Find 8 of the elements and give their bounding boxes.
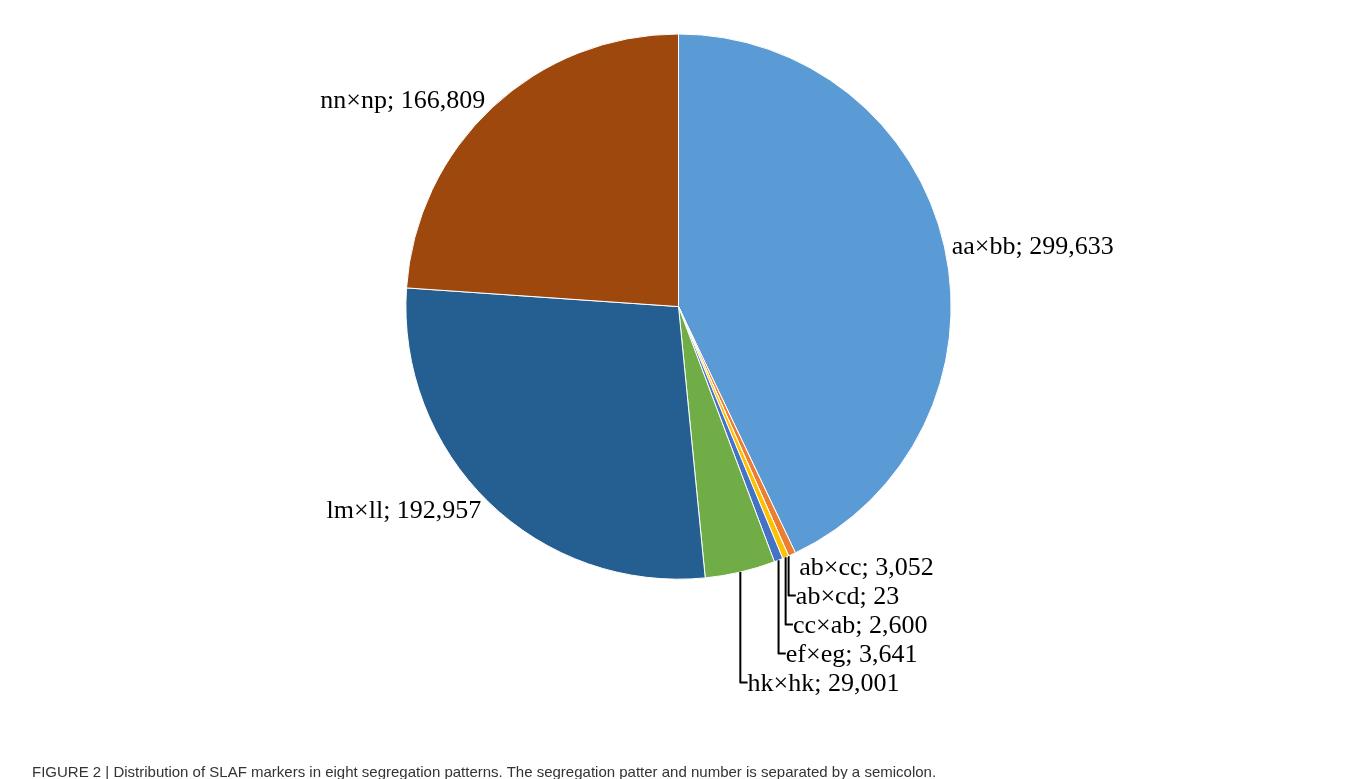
slice-label: nn×np; 166,809 [320,85,486,115]
slice-label: aa×bb; 299,633 [951,231,1114,261]
slice-label: hk×hk; 29,001 [747,667,900,697]
slice-label: ab×cc; 3,052 [799,551,934,581]
slice-label: lm×ll; 192,957 [326,495,482,525]
slice-label: ef×eg; 3,641 [785,638,918,668]
slice-label: cc×ab; 2,600 [792,609,928,639]
slice-label: ab×cd; 23 [795,580,900,610]
